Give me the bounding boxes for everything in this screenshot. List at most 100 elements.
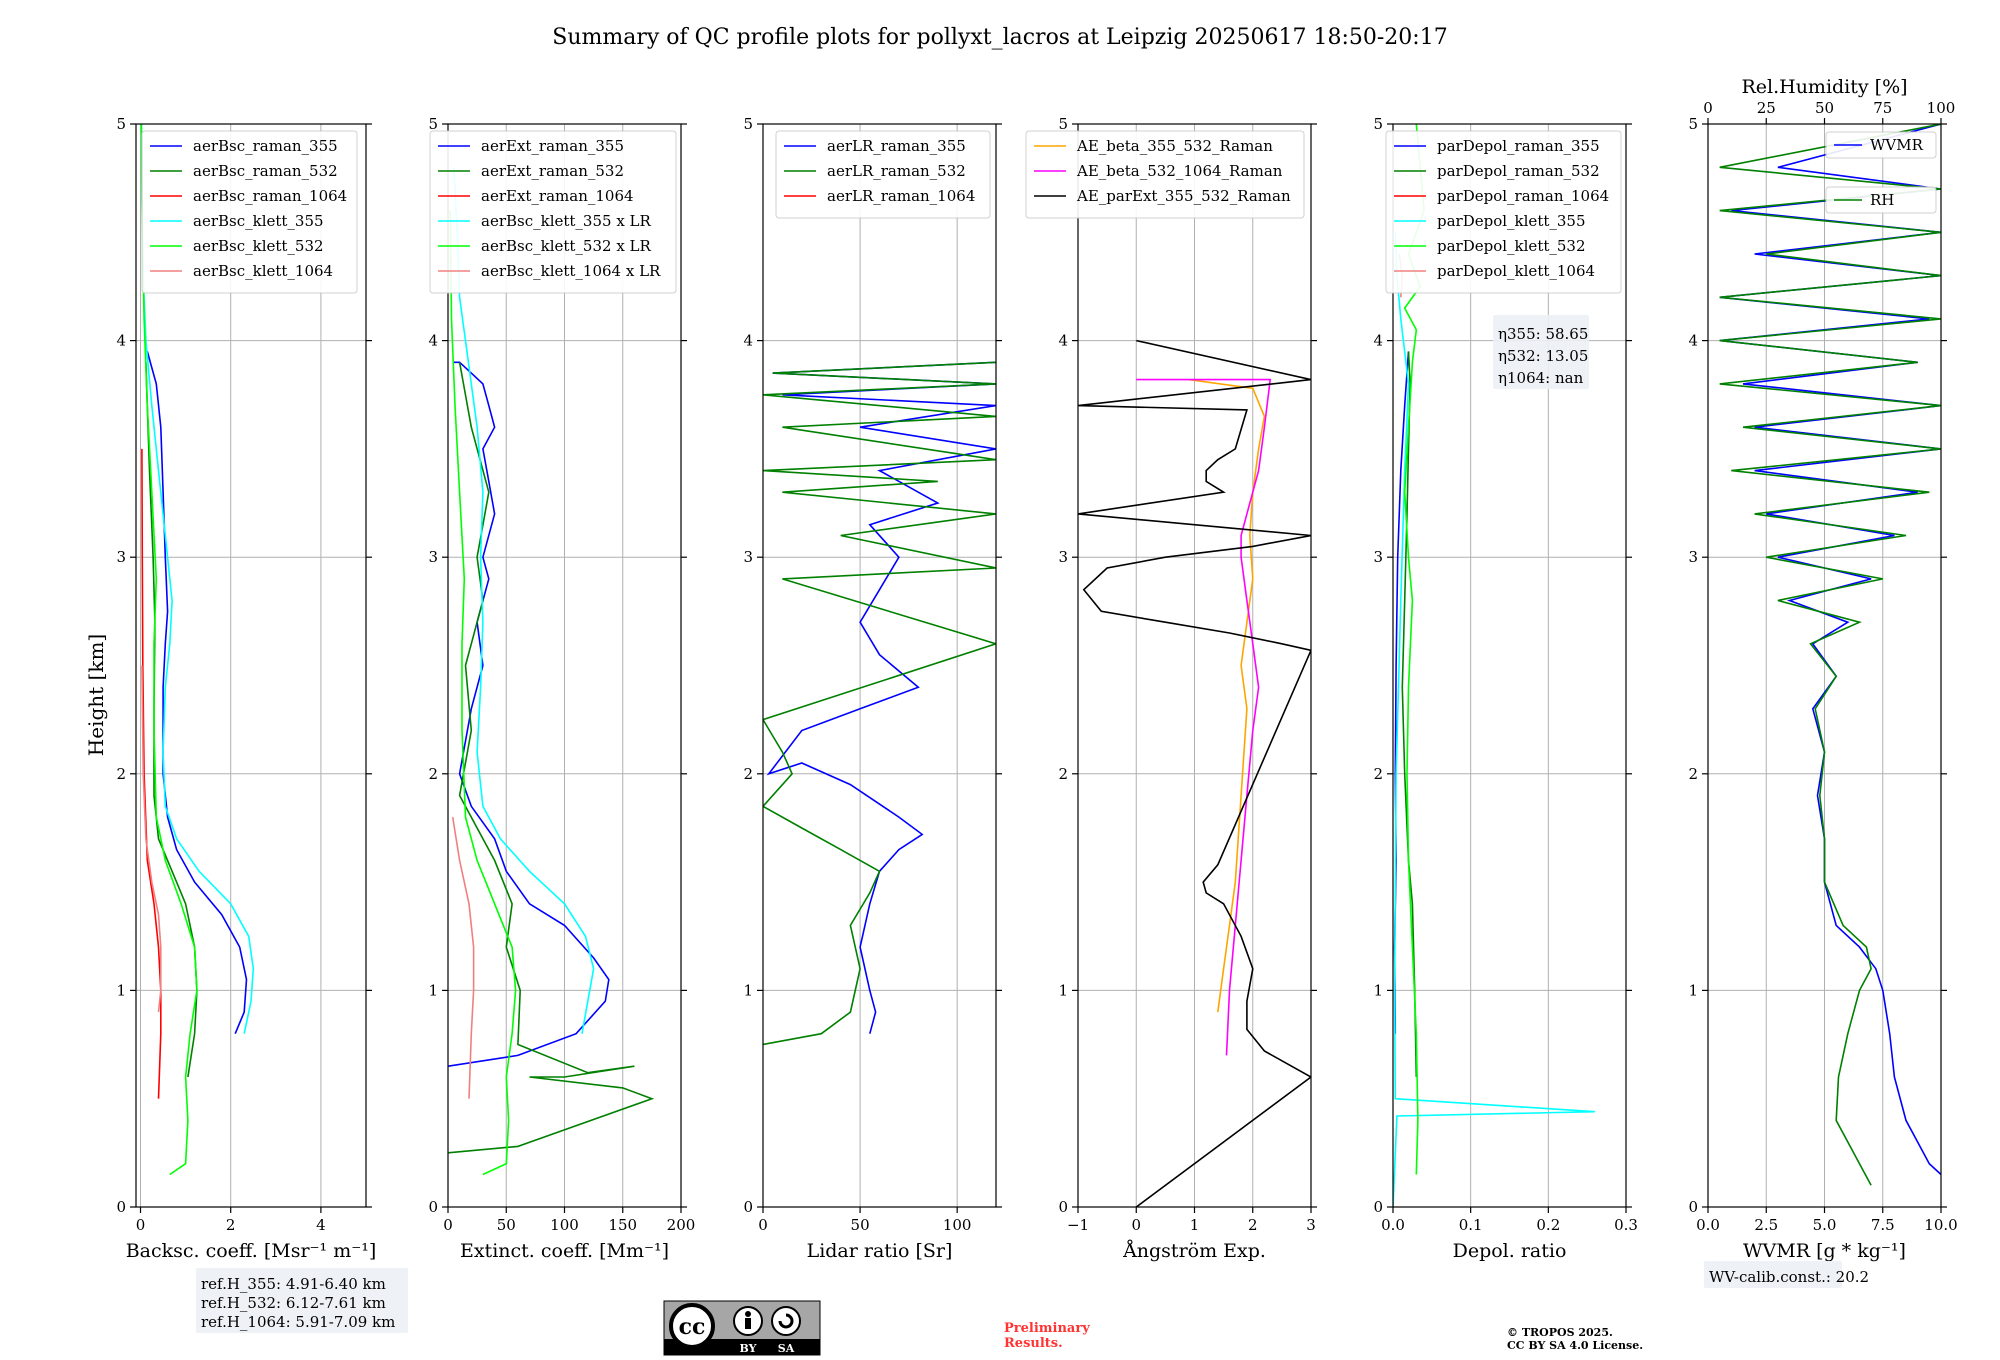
series-line-aerBsc_klett_532 — [140, 124, 198, 1176]
x-axis-label: Ångström Exp. — [1122, 1240, 1266, 1262]
y-tick-label: 5 — [743, 115, 753, 133]
series-line-aerBsc_klett_532 x LR — [449, 210, 517, 1176]
cc-icon-text: cc — [679, 1314, 706, 1340]
y-tick-label: 1 — [116, 981, 126, 999]
x-tick-label: 150 — [608, 1216, 637, 1234]
y-tick-label: 4 — [1058, 332, 1068, 350]
panel-wv: 0.0 2.5 5.0 7.5 10.0 0 1 2 3 4 5 WVMR [g * kg⁻¹] 0 25… — [1688, 76, 1958, 1288]
info-line: ref.H_1064: 5.91-7.09 km — [201, 1313, 395, 1331]
info-box-bg — [1493, 315, 1589, 389]
series-line-aerExt_raman_532 — [448, 362, 655, 1154]
series-line-aerBsc_klett_1064 — [141, 665, 162, 1013]
preliminary-line-1: Preliminary — [1004, 1321, 1090, 1336]
y-tick-label: 2 — [1688, 765, 1698, 783]
x-tick-label: 50 — [851, 1216, 870, 1234]
x-tick-label: 50 — [497, 1216, 516, 1234]
x-tick-label: 100 — [550, 1216, 579, 1234]
series-line-AE_beta_532_1064_Raman — [1136, 378, 1272, 1056]
info-box-wv: WV-calib.const.: 20.2 — [1704, 1261, 1869, 1288]
y-tick-label: 2 — [743, 765, 753, 783]
x-tick-label: 0 — [1131, 1216, 1141, 1234]
info-box-depol: η355: 58.65 η532: 13.05 η1064: nan — [1493, 315, 1589, 389]
legend-label: parDepol_raman_355 — [1437, 137, 1600, 155]
y-tick-label: 1 — [1058, 981, 1068, 999]
figure-title: Summary of QC profile plots for pollyxt_… — [552, 25, 1447, 50]
x-tick-label: 0 — [136, 1216, 146, 1234]
legend-label: parDepol_klett_532 — [1437, 237, 1586, 255]
info-box-bg — [1704, 1261, 1842, 1288]
legend-label: aerLR_raman_1064 — [827, 187, 975, 205]
y-tick-label: 2 — [428, 765, 438, 783]
series-line-aerLR_raman_355 — [766, 361, 996, 1034]
y-tick-label: 1 — [1688, 981, 1698, 999]
axes-frame — [135, 123, 367, 1208]
y-tick-label: 1 — [1373, 981, 1383, 999]
y-tick-label: 2 — [116, 765, 126, 783]
y-tick-label: 0 — [428, 1198, 438, 1216]
y-tick-label: 1 — [428, 981, 438, 999]
x-axis-label: Extinct. coeff. [Mm⁻¹] — [460, 1240, 669, 1262]
legend-label: parDepol_raman_1064 — [1437, 187, 1609, 205]
y-tick-label: 3 — [116, 548, 126, 566]
y-axis-label: Height [km] — [84, 634, 108, 756]
legend-label: parDepol_klett_355 — [1437, 212, 1586, 230]
cc-license-badge: cc BY SA — [663, 1300, 821, 1356]
y-tick-label: 4 — [1373, 332, 1383, 350]
series-line-aerBsc_klett_355 — [140, 124, 255, 1034]
y-tick-label: 4 — [1688, 332, 1698, 350]
y-tick-label: 5 — [1688, 115, 1698, 133]
sa-icon — [771, 1306, 801, 1336]
legend: aerBsc_raman_355 aerBsc_raman_532 aerBsc_r… — [141, 130, 358, 294]
info-line: η1064: nan — [1498, 369, 1584, 387]
x-tick-label: 0.3 — [1614, 1216, 1638, 1234]
legend-box — [1025, 130, 1305, 219]
x-tick-label: 1 — [1190, 1216, 1200, 1234]
series-line-aerBsc_raman_355 — [146, 351, 248, 1035]
panels: 0 2 4 0 1 2 3 4 5 Backsc. coeff. [Msr⁻¹ m⁻¹] aerBs… — [116, 76, 1958, 1333]
legend-label: aerBsc_raman_355 — [193, 137, 338, 155]
panel-lr: 0 50 100 0 1 2 3 4 5 Lidar ratio [Sr] aerLR_raman_… — [743, 115, 1002, 1262]
x-axis-label: Depol. ratio — [1453, 1240, 1567, 1262]
x-tick-label: −1 — [1067, 1216, 1089, 1234]
info-line: η355: 58.65 — [1498, 325, 1588, 343]
legend-box — [141, 130, 358, 294]
info-box-bg — [196, 1268, 408, 1333]
y-tick-label: 3 — [743, 548, 753, 566]
series-line-AE_beta_355_532_Raman — [1188, 378, 1266, 1013]
by-label: BY — [740, 1342, 757, 1355]
x-axis-label: Backsc. coeff. [Msr⁻¹ m⁻¹] — [126, 1240, 377, 1262]
y-tick-label: 0 — [1688, 1198, 1698, 1216]
legend: aerLR_raman_355 aerLR_raman_532 aerLR_rama… — [775, 130, 991, 219]
top-x-tick-label: 75 — [1873, 99, 1892, 117]
panel-ext: 0 50 100 150 200 0 1 2 3 4 5 Extinct. coeff. [Mm⁻¹]… — [428, 115, 695, 1262]
legend: aerExt_raman_355 aerExt_raman_532 aerExt_r… — [429, 130, 677, 294]
legend-box — [775, 130, 991, 219]
x-tick-label: 2 — [226, 1216, 236, 1234]
legend-label: aerBsc_klett_532 — [193, 237, 324, 255]
y-tick-label: 4 — [743, 332, 753, 350]
series-group — [448, 167, 655, 1176]
legend-entry-WVMR: WVMR — [1825, 131, 1937, 159]
x-tick-label: 0 — [758, 1216, 768, 1234]
panel-depol: 0.0 0.1 0.2 0.3 0 1 2 3 4 5 Depol. ratio parDepol_r… — [1373, 115, 1637, 1262]
series-line-aerLR_raman_532 — [763, 361, 996, 1046]
series-group — [1393, 124, 1595, 1207]
legend-label: WVMR — [1870, 136, 1924, 154]
legend-label: aerBsc_klett_355 x LR — [481, 212, 652, 230]
legend-label: aerBsc_klett_355 — [193, 212, 324, 230]
axes-frame — [1392, 123, 1627, 1208]
top-x-tick-label: 100 — [1927, 99, 1956, 117]
legend-label: aerBsc_raman_532 — [193, 162, 338, 180]
top-x-tick-label: 25 — [1757, 99, 1776, 117]
axes-frame — [762, 123, 997, 1208]
series-group — [1078, 339, 1311, 1207]
legend-label: aerLR_raman_355 — [827, 137, 966, 155]
info-line: WV-calib.const.: 20.2 — [1709, 1268, 1869, 1286]
y-tick-label: 2 — [1058, 765, 1068, 783]
x-tick-label: 0 — [443, 1216, 453, 1234]
info-line: η532: 13.05 — [1498, 347, 1588, 365]
x-tick-label: 7.5 — [1871, 1216, 1895, 1234]
series-line-aerBsc_raman_1064 — [141, 448, 162, 1099]
